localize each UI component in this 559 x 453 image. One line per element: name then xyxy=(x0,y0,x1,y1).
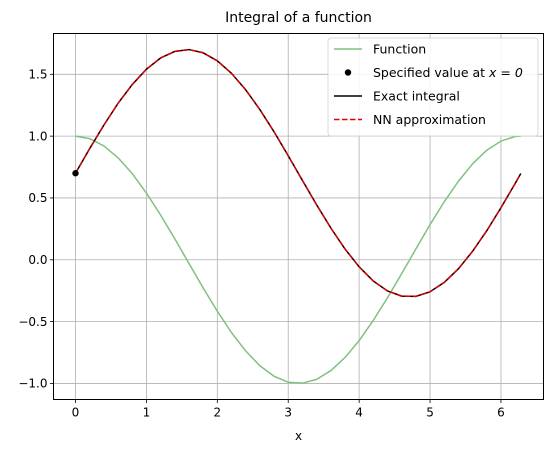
axis-ticks: 0 1 2 3 4 5 6 −1.0 −0.5 0.0 0.5 1.0 1.5 xyxy=(18,68,504,420)
x-tick-label: 3 xyxy=(284,406,292,420)
x-tick-label: 2 xyxy=(213,406,221,420)
legend-marker xyxy=(344,69,352,76)
x-axis-label: x xyxy=(295,429,302,443)
y-tick-label: −1.0 xyxy=(18,377,47,391)
series-nn-approximation xyxy=(74,48,522,298)
legend-math: x = 0 xyxy=(488,65,523,80)
x-tick-label: 4 xyxy=(355,406,363,420)
y-tick-label: 0.0 xyxy=(28,253,47,267)
legend-box xyxy=(327,37,539,137)
x-tick-label: 6 xyxy=(497,406,505,420)
points-layer xyxy=(72,170,79,177)
legend-label: Specified value at x = 0 xyxy=(373,65,523,80)
legend-label: NN approximation xyxy=(373,112,486,127)
grid xyxy=(53,33,544,400)
legend-label: Exact integral xyxy=(373,89,460,104)
x-tick-label: 5 xyxy=(426,406,434,420)
x-tick-label: 0 xyxy=(72,406,80,420)
legend-label: Function xyxy=(373,42,426,57)
series-layer xyxy=(74,48,522,384)
y-tick-label: 0.5 xyxy=(28,191,47,205)
specified-value-point xyxy=(72,170,79,177)
y-tick-label: 1.0 xyxy=(28,129,47,143)
chart-title: Integral of a function xyxy=(225,10,372,26)
plot-frame xyxy=(53,33,544,400)
legend: Function Specified value at x = 0 Exact in… xyxy=(327,37,539,137)
x-tick-label: 1 xyxy=(143,406,151,420)
series-function xyxy=(75,135,521,384)
y-tick-label: 1.5 xyxy=(28,68,47,82)
y-tick-label: −0.5 xyxy=(18,315,47,329)
